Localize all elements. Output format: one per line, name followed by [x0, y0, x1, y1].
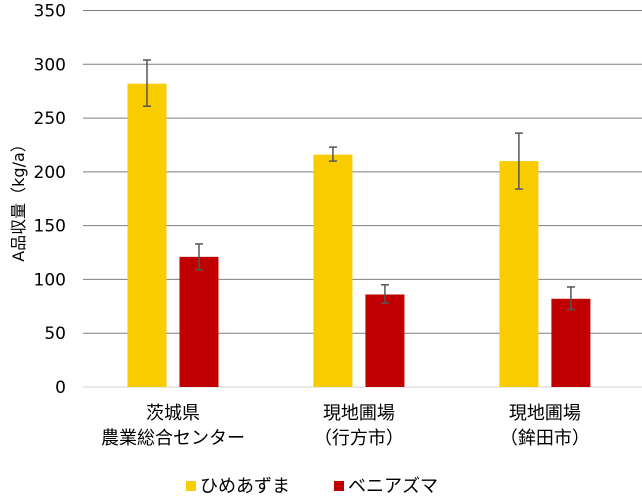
bar [499, 161, 539, 387]
bar [179, 256, 219, 387]
y-axis-label: A品収量（kg/a） [9, 136, 28, 262]
x-tick-label: 農業総合センター [101, 428, 245, 449]
x-tick-label: （行方市） [314, 428, 404, 449]
x-tick-label: 茨城県 [146, 403, 200, 424]
bar [365, 294, 405, 387]
y-tick-label: 150 [34, 217, 66, 237]
y-tick-label: 200 [34, 163, 66, 183]
y-tick-label: 350 [34, 2, 66, 22]
x-tick-label: 現地圃場 [509, 403, 581, 424]
y-tick-label: 0 [55, 378, 66, 398]
bar [551, 298, 591, 387]
y-tick-label: 50 [44, 324, 66, 344]
x-tick-label: 現地圃場 [323, 403, 395, 424]
legend-swatch [186, 481, 196, 491]
legend-swatch [334, 481, 344, 491]
y-tick-label: 300 [34, 55, 66, 75]
bar [313, 154, 353, 387]
bar [127, 83, 167, 388]
y-tick-label: 100 [34, 270, 66, 290]
y-tick-label: 250 [34, 109, 66, 129]
legend-label: ひめあずま [200, 476, 290, 497]
x-tick-label: （鉾田市） [500, 428, 590, 449]
legend-label: ベニアズマ [348, 476, 438, 497]
